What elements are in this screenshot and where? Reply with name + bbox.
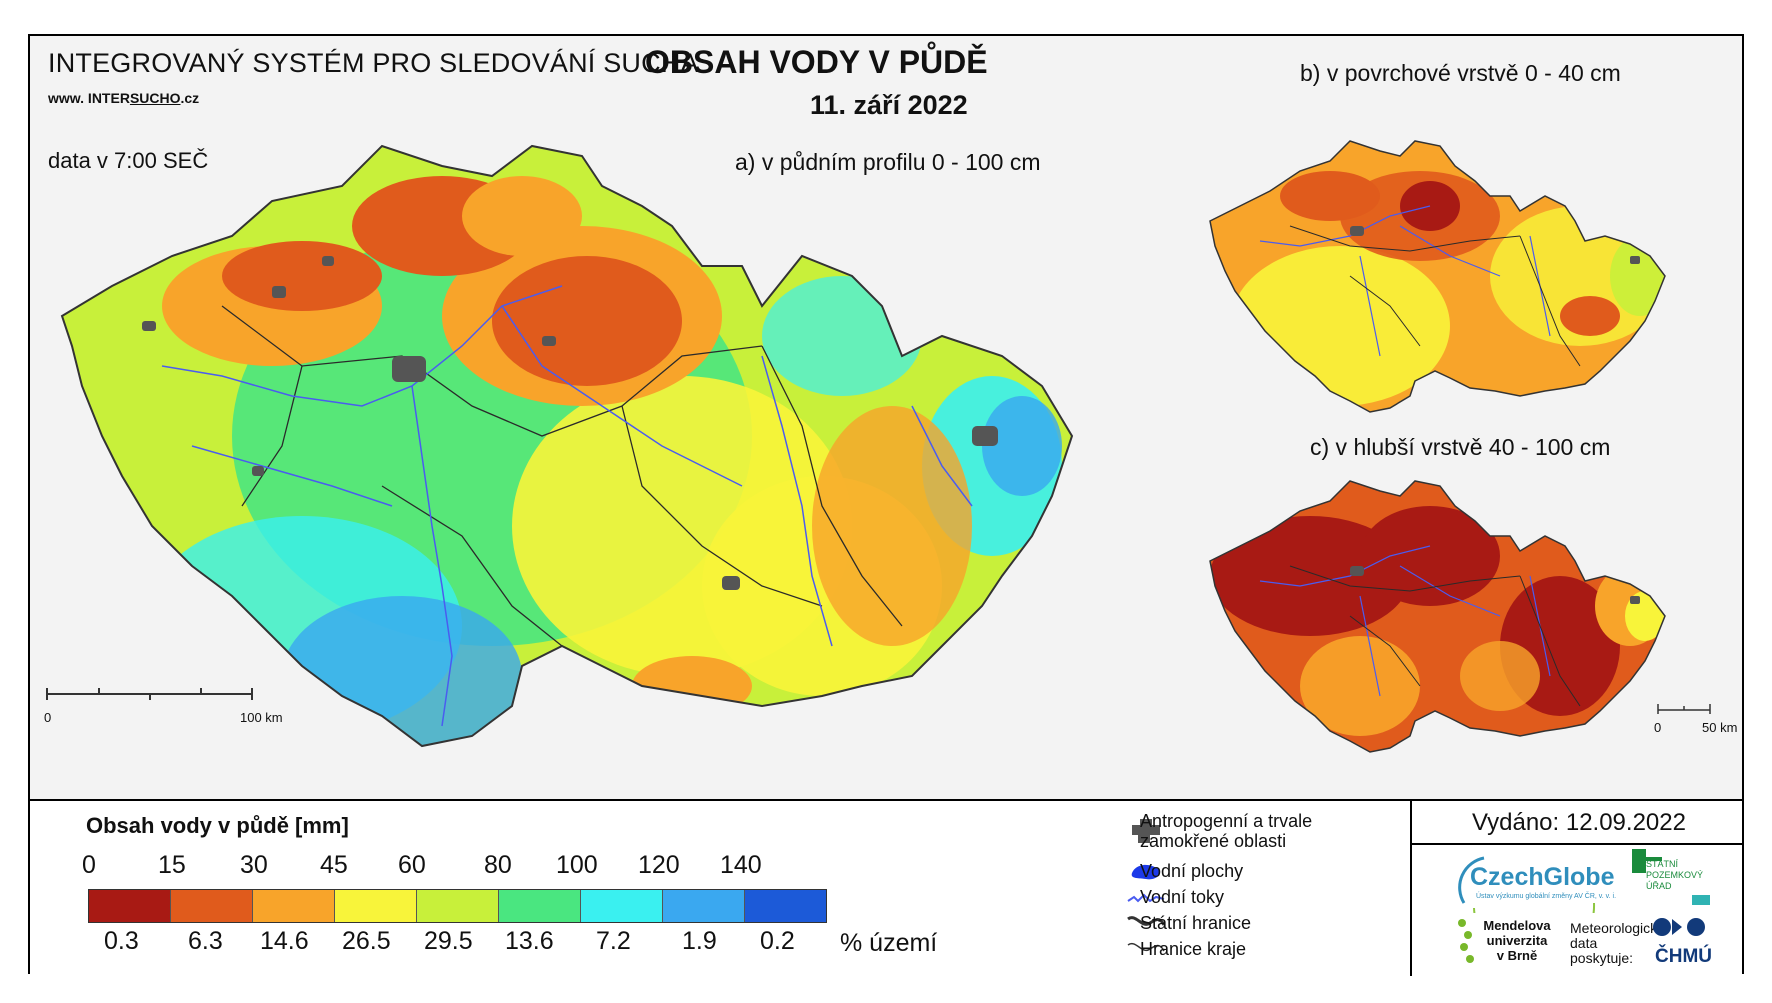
map-c	[1209, 480, 1711, 753]
legend-swatch	[171, 890, 253, 922]
met-data-text: Meteorologická data poskytuje:	[1570, 920, 1665, 966]
legend-swatch	[499, 890, 581, 922]
legend-color-bar	[88, 889, 827, 923]
legend-percent: 13.6	[505, 927, 554, 955]
legend-swatch	[253, 890, 335, 922]
legend-swatch	[581, 890, 663, 922]
map-frame: INTEGROVANÝ SYSTÉM PRO SLEDOVÁNÍ SUCHA w…	[28, 34, 1744, 976]
legend-percent: 0.2	[760, 927, 795, 955]
scale-bar-a	[46, 688, 253, 700]
scale-c-end: 50 km	[1702, 720, 1738, 735]
legend-percent: 6.3	[188, 927, 223, 955]
chmu-logo: ČHMÚ	[1655, 946, 1712, 967]
legend-percent: 29.5	[424, 927, 473, 955]
system-name: INTEGROVANÝ SYSTÉM PRO SLEDOVÁNÍ SUCHA	[48, 48, 699, 78]
legend-area: Obsah vody v půdě [mm] 0 15 30 45 60 80 …	[30, 799, 1742, 976]
legend-percent-unit: % území	[840, 929, 938, 957]
anthropogenic-icon	[1132, 819, 1160, 843]
symbol-streams: Vodní toky	[1140, 887, 1225, 907]
scale-a-end: 100 km	[240, 710, 283, 725]
legend-tick: 100	[556, 851, 598, 879]
legend-swatch	[417, 890, 499, 922]
map-b	[1209, 140, 1666, 413]
legend-tick: 15	[158, 851, 186, 879]
legend-percent: 14.6	[260, 927, 309, 955]
spu-logo-accent	[1692, 895, 1710, 905]
symbol-state-border: Státní hranice	[1140, 913, 1252, 933]
scale-c-start: 0	[1654, 720, 1662, 735]
legend-tick: 30	[240, 851, 268, 879]
mendel-logo-icon	[1458, 919, 1474, 963]
legend-percent: 26.5	[342, 927, 391, 955]
czechglobe-subtitle: Ústav výzkumu globální změny AV ČR, v. v…	[1476, 893, 1617, 900]
legend-percent: 0.3	[104, 927, 139, 955]
map-title: OBSAH VODY V PŮDĚ	[645, 44, 988, 80]
map-a	[46, 144, 1074, 748]
region-border-icon	[1127, 942, 1165, 952]
legend-swatch	[89, 890, 171, 922]
data-time: data v 7:00 SEČ	[48, 148, 209, 173]
czechglobe-logo-icon	[1458, 856, 1596, 913]
footer-divider	[1412, 843, 1742, 845]
map-c-label: c) v hlubší vrstvě 40 - 100 cm	[1310, 434, 1611, 460]
legend-percent: 1.9	[682, 927, 717, 955]
legend-percent: 7.2	[596, 927, 631, 955]
symbol-water-bodies: Vodní plochy	[1140, 861, 1244, 881]
legend-tick: 120	[638, 851, 680, 879]
chmu-logo-icon	[1653, 918, 1705, 936]
legend-tick: 45	[320, 851, 348, 879]
issued-date: Vydáno: 12.09.2022	[1472, 809, 1686, 836]
czechglobe-logo: CzechGlobe	[1470, 863, 1615, 891]
legend-title: Obsah vody v půdě [mm]	[86, 813, 349, 838]
legend-tick: 140	[720, 851, 762, 879]
state-border-icon	[1127, 916, 1166, 926]
map-date: 11. září 2022	[810, 90, 968, 120]
legend-swatch	[745, 890, 826, 922]
spu-logo: STÁTNÍ POZEMKOVÝ ÚŘAD	[1646, 859, 1704, 891]
legend-separator	[1410, 801, 1412, 976]
scale-a-start: 0	[44, 710, 52, 725]
spu-logo-icon	[1632, 849, 1646, 873]
water-body-icon	[1131, 864, 1161, 880]
symbol-anthropogenic: Antropogenní a trvale zamokřené oblasti	[1140, 811, 1313, 851]
legend-tick: 0	[82, 851, 96, 879]
legend-swatch	[335, 890, 417, 922]
mendel-logo: Mendelova univerzita v Brně	[1483, 918, 1551, 963]
map-b-label: b) v povrchové vrstvě 0 - 40 cm	[1300, 60, 1621, 86]
legend-tick: 60	[398, 851, 426, 879]
map-a-label: a) v půdním profilu 0 - 100 cm	[735, 149, 1041, 175]
stream-icon	[1127, 893, 1165, 903]
spu-logo-bar	[1634, 857, 1662, 861]
legend-tick: 80	[484, 851, 512, 879]
website[interactable]: www. INTERSUCHO.cz	[48, 90, 200, 106]
symbol-region-border: Hranice kraje	[1140, 939, 1247, 959]
scale-bar-c	[1657, 704, 1711, 714]
legend-swatch	[663, 890, 745, 922]
